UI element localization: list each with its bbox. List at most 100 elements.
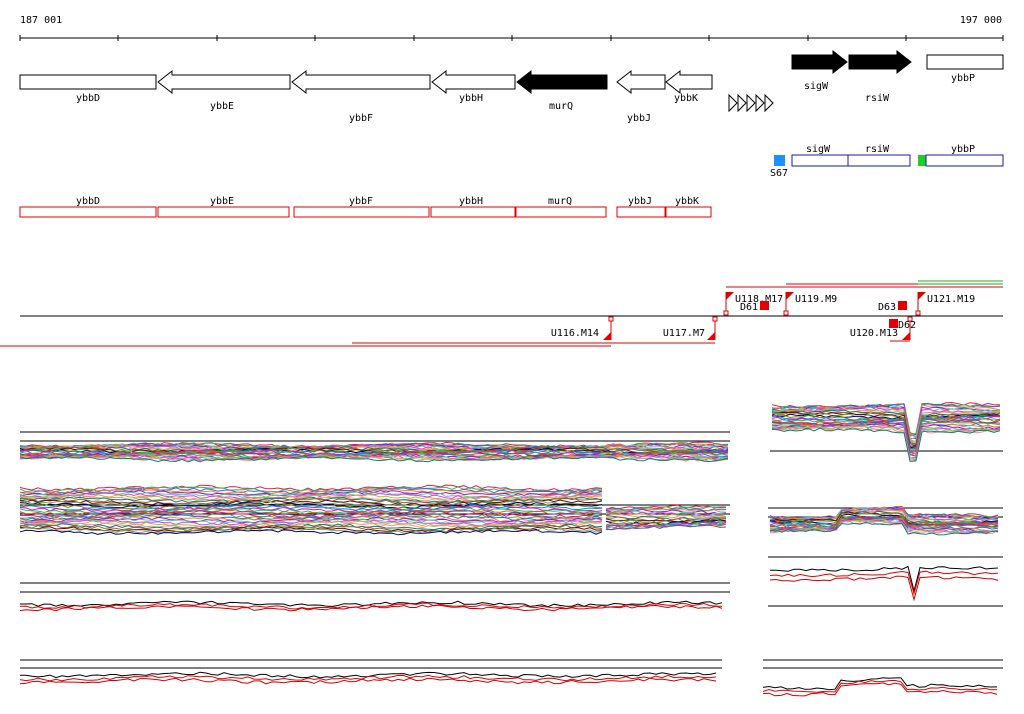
ruler-ticks <box>19 35 1004 41</box>
expression-curve-2-left <box>19 509 603 517</box>
expression-curve-2-right-part <box>605 524 727 531</box>
marker-ybbP-green[interactable] <box>918 155 926 166</box>
downshift-D62[interactable]: D62 <box>889 319 916 331</box>
transcript-U119-M9[interactable]: U119.M9 <box>783 292 837 316</box>
red-feature-ybbJ[interactable] <box>616 206 666 218</box>
gene-ybbD[interactable] <box>19 74 157 90</box>
blue-label-ybbP: ybbP <box>951 144 975 155</box>
red-label-ybbK: ybbK <box>675 196 699 207</box>
expression-curve-1-left <box>19 445 729 453</box>
expression-curve-1-right <box>771 425 1001 461</box>
blue-feature-sigW[interactable] <box>791 154 849 167</box>
transcript-U118-M17[interactable]: U118.M17 <box>723 292 783 316</box>
red-label-ybbH: ybbH <box>459 196 483 207</box>
expression-curve-1-right <box>771 409 1001 444</box>
expression-curve-2-left <box>19 501 603 509</box>
gene-ybbE[interactable] <box>157 69 291 95</box>
expression-curve-1-left <box>19 446 729 454</box>
expression-curve-1-left <box>19 444 729 452</box>
gene-label-ybbD: ybbD <box>76 93 100 104</box>
transcript-U117-M7[interactable]: U117.M7 <box>663 316 718 340</box>
red-label-ybbE: ybbE <box>210 196 234 207</box>
red-feature-ybbK[interactable] <box>665 206 712 218</box>
expression-curve-4-right <box>762 682 998 697</box>
expression-curve-2-left <box>19 493 603 501</box>
expression-curve-3-right <box>769 575 999 602</box>
gene-sigW[interactable] <box>791 49 848 75</box>
expression-curve-4-left <box>19 677 717 685</box>
red-feature-track <box>19 206 712 218</box>
gene-murQ[interactable] <box>516 69 608 95</box>
gene-label-ybbK: ybbK <box>674 93 698 104</box>
expression-curve-1-left <box>19 454 729 461</box>
expression-curve-4-right <box>762 677 998 691</box>
downshift-label-D61: D61 <box>740 302 758 313</box>
red-feature-ybbF[interactable] <box>293 206 430 218</box>
gene-rsiW[interactable] <box>848 49 912 75</box>
red-label-murQ: murQ <box>548 196 572 207</box>
blue-feature-rsiW[interactable] <box>847 154 911 167</box>
expression-curve-2-left <box>19 524 603 532</box>
red-feature-murQ[interactable] <box>515 206 607 218</box>
transcript-label-U120-M13: U120.M13 <box>850 328 898 339</box>
gene-ybbK[interactable] <box>665 69 713 95</box>
expression-panel-3-right <box>768 556 1003 607</box>
red-feature-labels: ybbD ybbE ybbF ybbH murQ ybbJ ybbK <box>76 196 699 207</box>
red-feature-ybbD[interactable] <box>19 206 157 218</box>
expression-curve-2-left <box>19 528 603 536</box>
expression-curve-1-right <box>771 406 1001 440</box>
gene-track: ybbD ybbE ybbF ybbH murQ ybbJ ybbK sigW … <box>19 49 1004 124</box>
expression-profiles <box>19 401 1003 697</box>
downshift-D61[interactable]: D61 <box>740 301 769 313</box>
expression-curve-2-left <box>19 489 603 497</box>
downshift-label-D63: D63 <box>878 302 896 313</box>
expression-curve-1-right <box>771 405 1001 439</box>
blue-label-rsiW: rsiW <box>865 144 890 155</box>
expression-curve-2-right-part <box>605 508 727 513</box>
expression-curve-2-right-part <box>605 506 727 511</box>
expression-curve-2-right-part <box>605 513 727 520</box>
expression-curve-2-left <box>19 523 603 531</box>
downshift-D63[interactable]: D63 <box>878 301 907 313</box>
transcript-U121-M19[interactable]: U121.M19 <box>915 292 975 316</box>
downshift-label-D62: D62 <box>898 320 916 331</box>
red-label-ybbD: ybbD <box>76 196 100 207</box>
transcript-U120-M13[interactable]: U120.M13 <box>850 316 913 340</box>
expression-curve-1-right <box>771 412 1001 450</box>
blue-feature-track: S67 sigW rsiW ybbP <box>770 144 1004 179</box>
transcript-label-U121-M19: U121.M19 <box>927 294 975 305</box>
marker-label-S67: S67 <box>770 168 788 179</box>
red-label-ybbF: ybbF <box>349 196 373 207</box>
expression-curve-4-left <box>19 674 717 682</box>
expression-curve-2-right <box>769 507 999 522</box>
expression-curves <box>19 401 1001 697</box>
expression-curve-3-left <box>19 604 723 612</box>
blue-label-sigW: sigW <box>806 144 831 155</box>
expression-curve-2-left <box>19 516 603 524</box>
transcript-track: U118.M17 U119.M9 U121.M19 U116.M14 U117.… <box>0 280 1003 347</box>
marker-S67[interactable] <box>774 155 785 166</box>
red-feature-ybbH[interactable] <box>430 206 516 218</box>
gene-ybbP[interactable] <box>926 54 1004 70</box>
red-feature-ybbE[interactable] <box>157 206 290 218</box>
gene-ybbF[interactable] <box>291 69 431 95</box>
expression-curve-2-left <box>20 519 603 526</box>
blue-feature-ybbP[interactable] <box>925 154 1004 167</box>
expression-curve-2-left <box>19 492 603 500</box>
expression-curve-2-left <box>19 520 603 528</box>
expression-curve-2-right <box>769 520 999 535</box>
expression-curve-2-right-part <box>605 511 727 517</box>
end-coordinate: 197 000 <box>960 15 1002 26</box>
expression-curve-1-right <box>771 402 1001 436</box>
expression-curve-1-right <box>771 427 1001 462</box>
gene-ybbJ[interactable] <box>616 69 666 95</box>
gene-ybbH[interactable] <box>431 69 516 95</box>
coordinate-ruler: 187 001 197 000 <box>19 15 1004 41</box>
transcript-U116-M14[interactable]: U116.M14 <box>551 316 614 340</box>
gene-label-sigW: sigW <box>804 81 829 92</box>
gene-label-ybbJ: ybbJ <box>627 113 651 124</box>
gene-label-ybbE: ybbE <box>210 101 234 112</box>
red-label-ybbJ: ybbJ <box>628 196 652 207</box>
transcript-label-U118-M17: U118.M17 <box>735 294 783 305</box>
expression-curve-1-right <box>771 422 1000 456</box>
